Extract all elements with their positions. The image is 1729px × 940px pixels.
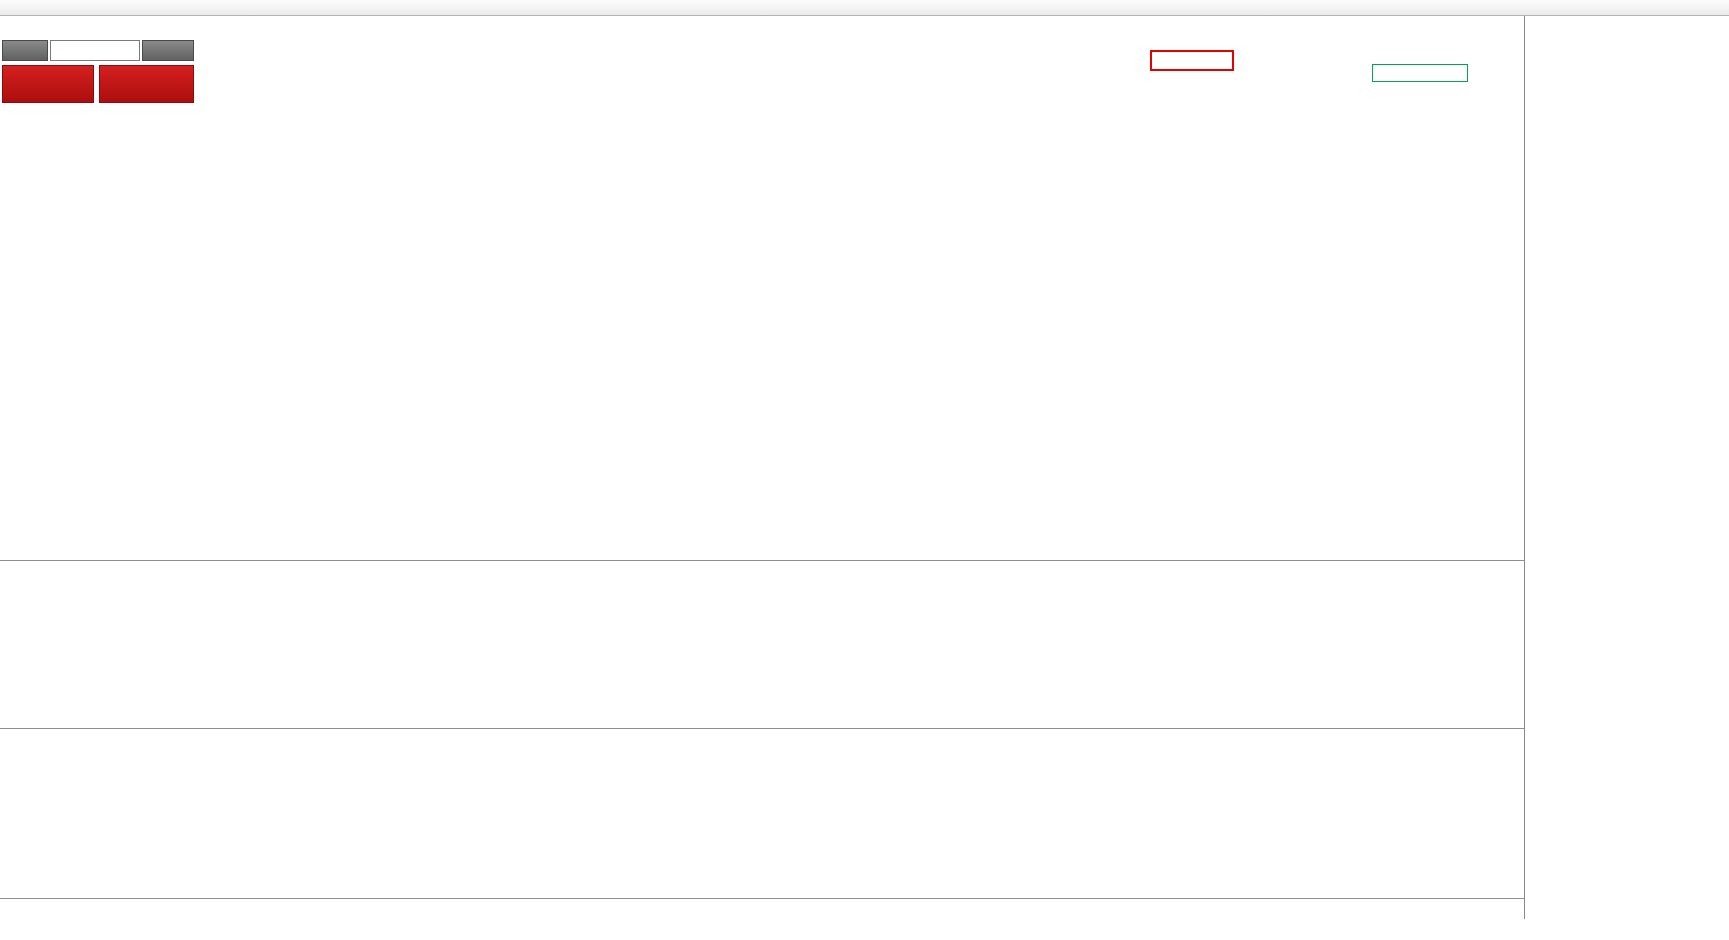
price-level-annotation-label[interactable] [1150,50,1234,71]
panel-separator[interactable] [0,560,1570,561]
sell-button[interactable] [2,40,48,61]
ask-price-button[interactable] [99,65,194,103]
volume-input[interactable] [50,40,140,61]
rsi-indicator-label [3,731,11,742]
chart-title [14,20,20,32]
volume-stepper [126,41,137,60]
panel-separator[interactable] [0,728,1570,729]
macd-indicator-label [3,562,15,573]
price-scale[interactable] [1524,16,1571,919]
main-toolbar [0,0,1729,16]
one-click-trading-panel [2,40,194,104]
bid-price-button[interactable] [2,65,94,103]
buy-button[interactable] [142,40,194,61]
time-scale[interactable] [0,899,1524,919]
panel-separator[interactable] [0,898,1570,899]
note-annotation[interactable] [1372,64,1468,82]
